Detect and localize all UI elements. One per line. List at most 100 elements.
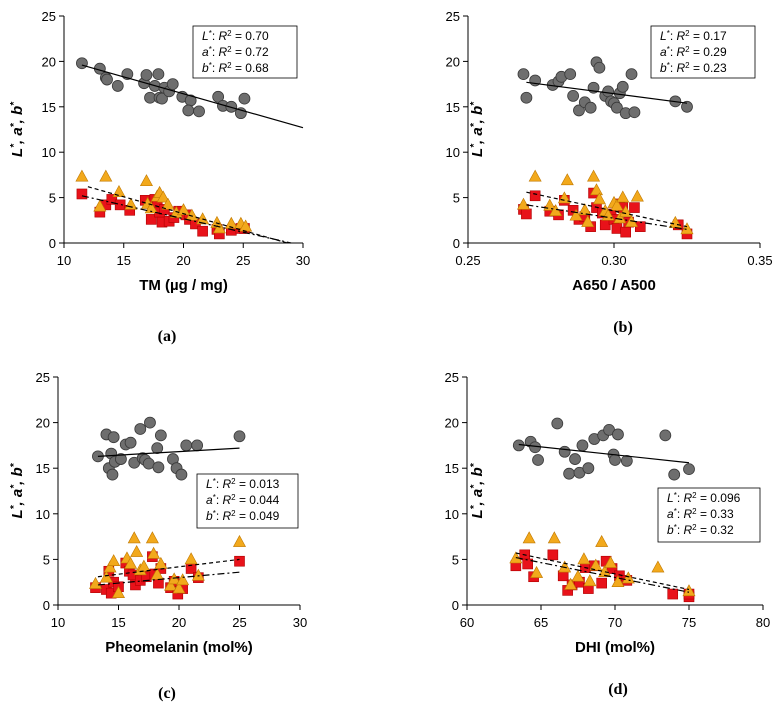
point-a bbox=[522, 558, 533, 570]
point-b bbox=[516, 197, 530, 210]
x-tick-label: 60 bbox=[460, 615, 474, 630]
point-b bbox=[150, 567, 164, 580]
point-L bbox=[564, 68, 577, 81]
point-b bbox=[571, 569, 585, 582]
point-b bbox=[564, 577, 578, 590]
point-L bbox=[612, 428, 624, 441]
point-b bbox=[610, 198, 624, 211]
x-tick-label: 70 bbox=[608, 615, 622, 630]
x-tick-label: 10 bbox=[57, 253, 71, 268]
legend-entry-b: b*: R2 = 0.23 bbox=[660, 61, 727, 76]
legend-box bbox=[657, 487, 761, 543]
point-a bbox=[667, 588, 679, 600]
series-L bbox=[517, 56, 693, 120]
legend-entry-L: L*: R2 = 0.096 bbox=[667, 491, 741, 506]
trendline-a bbox=[81, 195, 292, 244]
legend-entry-a: a*: R2 = 0.044 bbox=[206, 493, 280, 508]
x-tick-label: 25 bbox=[236, 253, 250, 268]
point-L bbox=[611, 101, 623, 114]
point-L bbox=[180, 439, 193, 452]
trendline-L bbox=[518, 443, 690, 464]
point-b bbox=[139, 174, 153, 187]
point-a bbox=[145, 214, 157, 225]
point-b bbox=[99, 169, 113, 182]
series-b bbox=[89, 531, 247, 598]
point-b bbox=[528, 169, 542, 182]
y-tick-label: 0 bbox=[452, 598, 459, 613]
point-L bbox=[212, 90, 225, 103]
trendline-a bbox=[97, 571, 240, 586]
trendline-L bbox=[526, 81, 688, 104]
point-L bbox=[628, 106, 641, 119]
point-L bbox=[101, 73, 113, 86]
legend-entry-L: L*: R2 = 0.70 bbox=[202, 29, 269, 44]
point-L bbox=[115, 453, 127, 465]
trendline-L bbox=[81, 64, 304, 129]
point-b bbox=[124, 556, 138, 569]
y-tick-label: 20 bbox=[445, 416, 459, 431]
series-L bbox=[76, 57, 251, 120]
point-L bbox=[76, 57, 88, 70]
y-tick-label: 15 bbox=[446, 100, 460, 115]
x-tick-label: 65 bbox=[534, 615, 548, 630]
point-b bbox=[530, 565, 544, 578]
point-b bbox=[191, 568, 205, 581]
point-b bbox=[93, 199, 107, 212]
legend: L*: R2 = 0.70a*: R2 = 0.72b*: R2 = 0.68 bbox=[192, 25, 298, 79]
point-b bbox=[147, 546, 161, 559]
y-tick-label: 25 bbox=[42, 9, 56, 24]
x-tick-label: 20 bbox=[176, 253, 190, 268]
point-b bbox=[619, 205, 633, 217]
point-L bbox=[233, 430, 246, 443]
chart-panel-1: 0 5 10 15 20 25 10 15 20 25 30 TM (µg / mg) L*, a*, … bbox=[9, 9, 311, 345]
x-tick-label: 25 bbox=[232, 615, 246, 630]
point-L bbox=[152, 68, 165, 81]
point-b bbox=[137, 559, 151, 572]
y-tick-label: 15 bbox=[42, 100, 56, 115]
point-a bbox=[521, 208, 532, 220]
point-b bbox=[130, 544, 144, 557]
point-L bbox=[584, 101, 597, 114]
point-b bbox=[682, 584, 696, 597]
y-tick-label: 5 bbox=[453, 191, 460, 206]
y-tick-label: 0 bbox=[43, 598, 50, 613]
point-b bbox=[581, 214, 595, 227]
point-b bbox=[161, 197, 175, 210]
point-L bbox=[238, 92, 251, 105]
point-b bbox=[112, 185, 126, 197]
point-b bbox=[99, 570, 113, 583]
y-tick-label: 0 bbox=[49, 236, 56, 251]
point-L bbox=[520, 91, 533, 104]
x-axis-label: TM (µg / mg) bbox=[139, 277, 228, 294]
chart-panel-4: 0 5 10 15 20 25 60 65 70 75 80 DHI (mol%) L*, a*, b*… bbox=[445, 370, 771, 698]
point-b bbox=[212, 221, 226, 234]
point-b bbox=[89, 576, 103, 589]
point-L bbox=[602, 85, 615, 98]
y-tick-label: 25 bbox=[446, 9, 460, 24]
point-b bbox=[589, 183, 603, 196]
point-L bbox=[517, 68, 530, 81]
point-b bbox=[172, 581, 186, 594]
point-L bbox=[573, 104, 585, 117]
point-a bbox=[620, 226, 631, 238]
point-L bbox=[681, 100, 693, 113]
panel-caption: (b) bbox=[613, 319, 633, 336]
point-L bbox=[182, 104, 195, 117]
x-tick-label: 15 bbox=[111, 615, 125, 630]
y-tick-label: 20 bbox=[36, 416, 50, 431]
point-L bbox=[111, 80, 124, 92]
point-L bbox=[582, 462, 595, 475]
point-b bbox=[103, 560, 117, 573]
point-b bbox=[621, 571, 635, 584]
x-tick-label: 80 bbox=[756, 615, 770, 630]
y-tick-label: 15 bbox=[36, 461, 50, 476]
point-L bbox=[593, 61, 606, 74]
point-b bbox=[522, 531, 536, 544]
y-axis-label: L*, a*, b* bbox=[9, 462, 27, 518]
trendline-a bbox=[526, 204, 688, 230]
y-tick-label: 5 bbox=[49, 191, 56, 206]
point-a bbox=[76, 188, 88, 200]
